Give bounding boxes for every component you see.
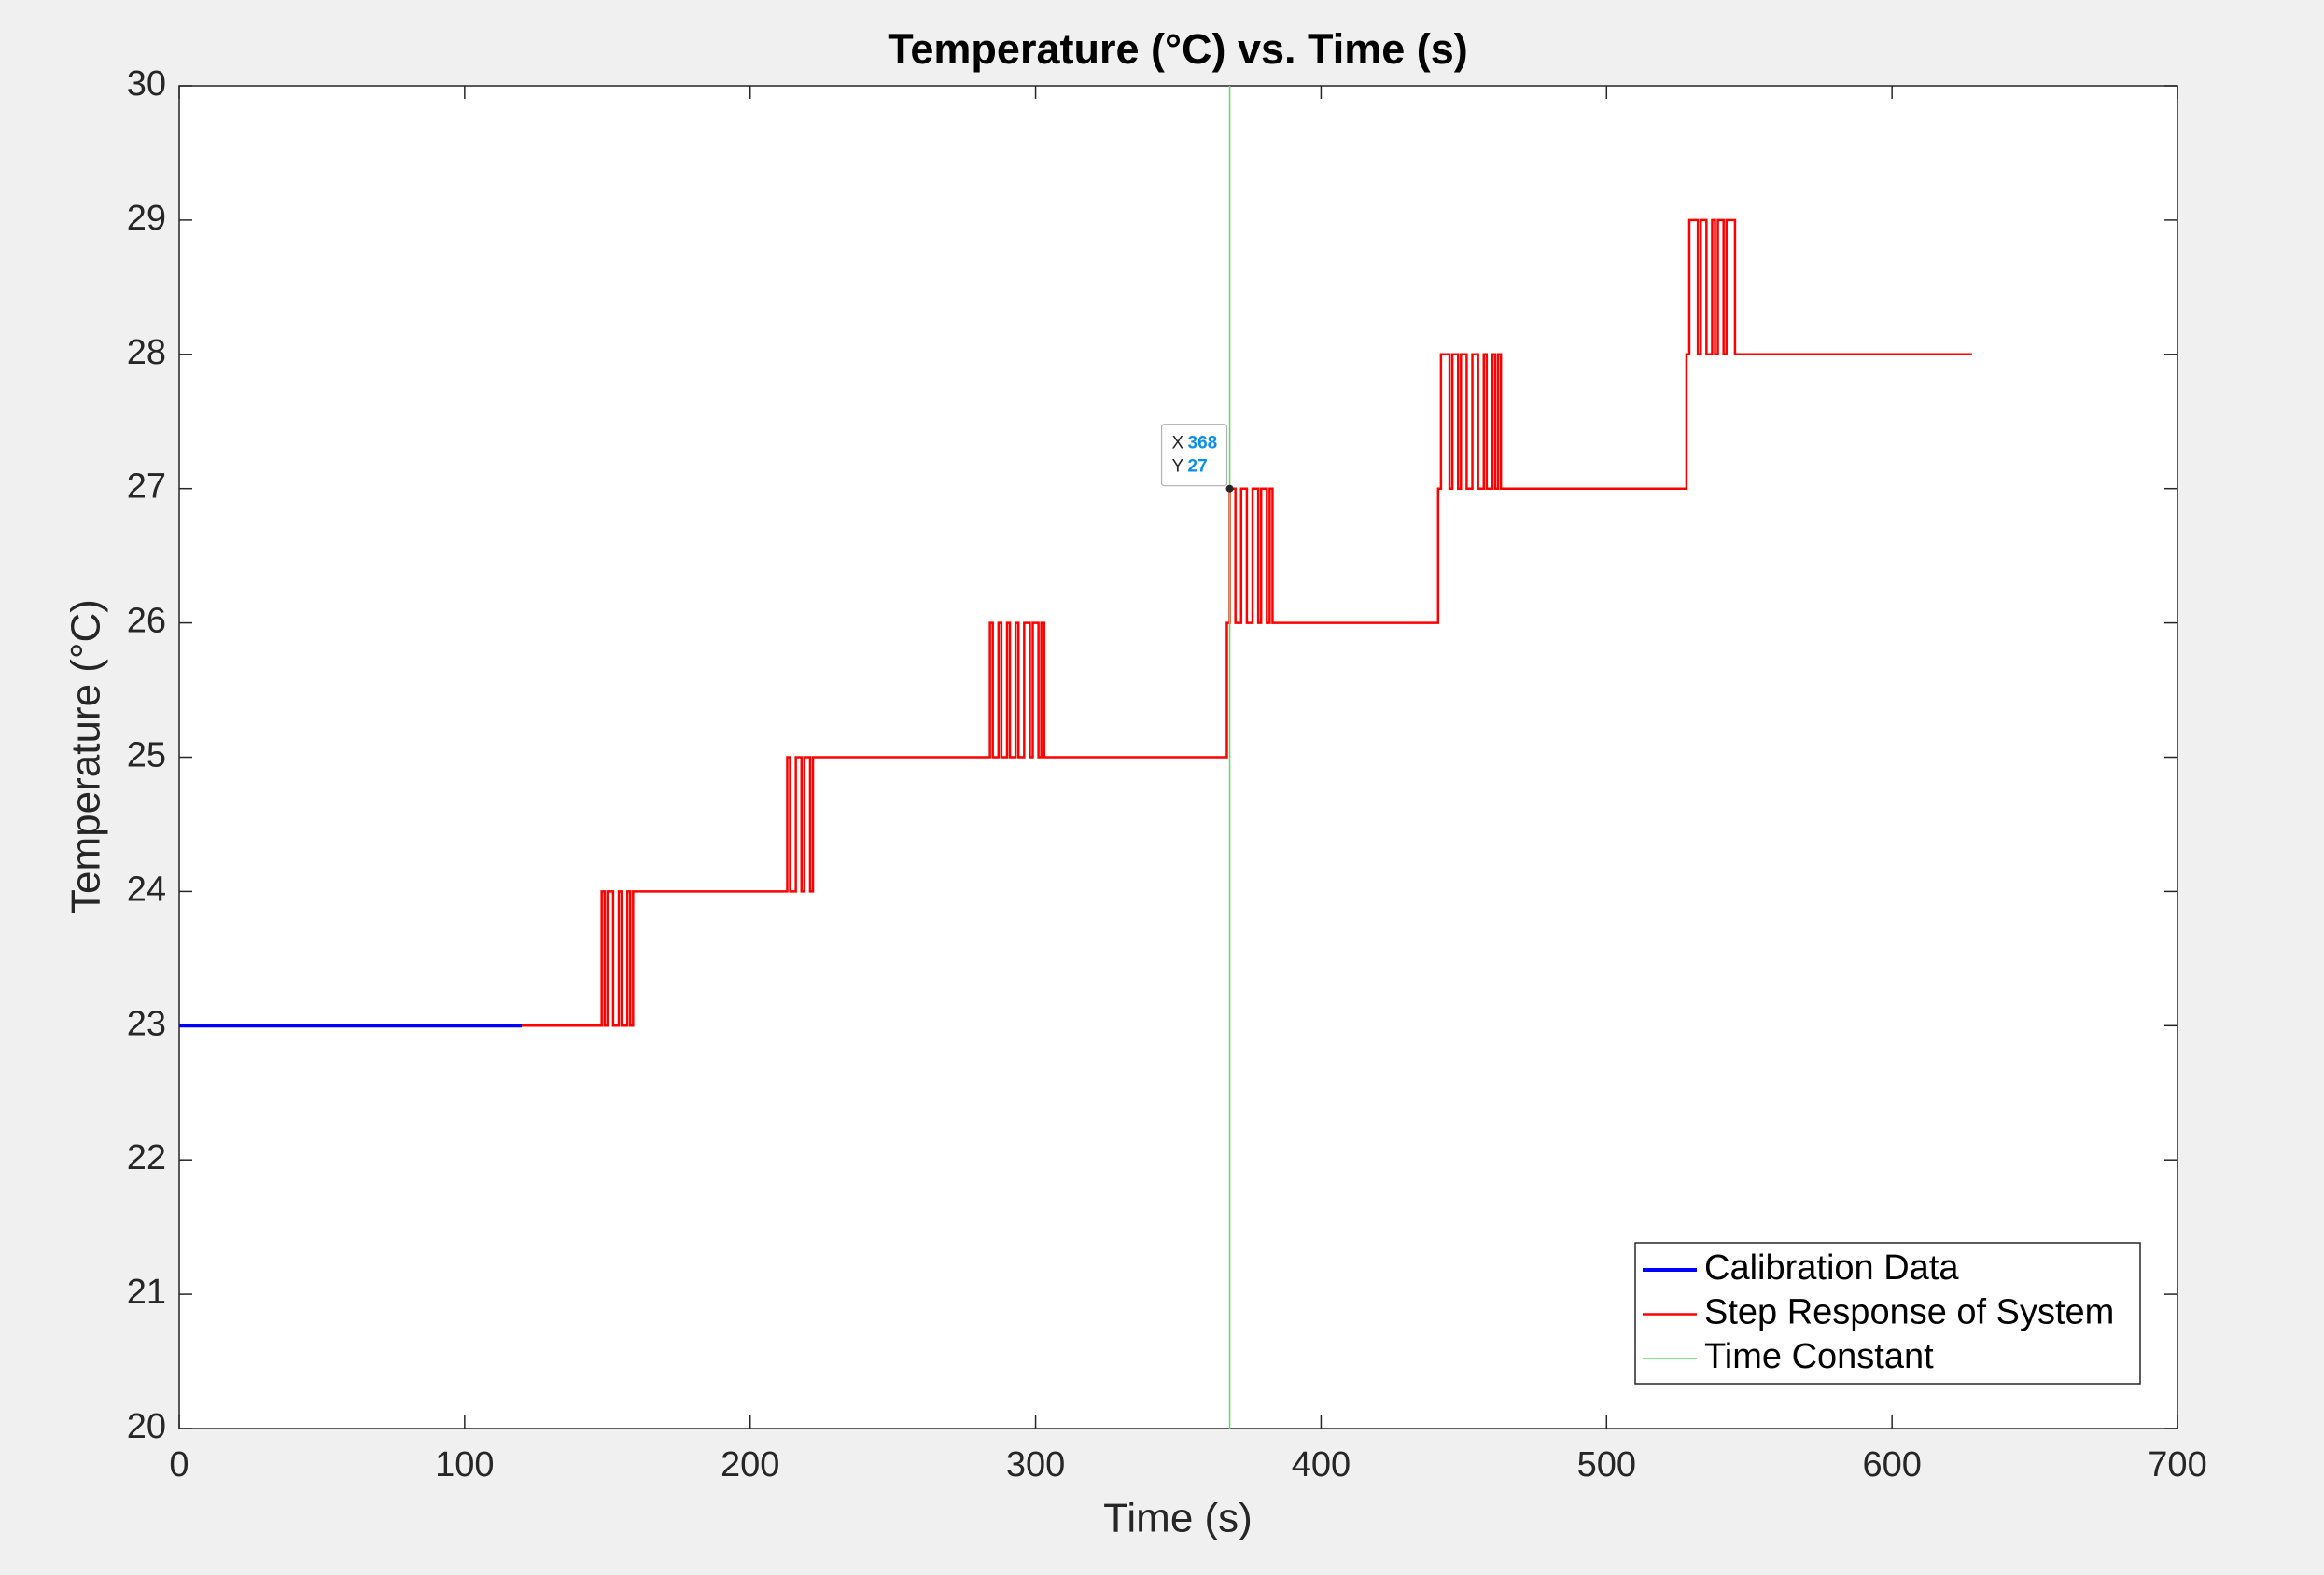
- y-tick-label: 30: [127, 64, 166, 104]
- y-axis-label: Temperature (°C): [63, 599, 109, 914]
- x-tick-label: 400: [1292, 1445, 1351, 1484]
- y-tick-label: 28: [127, 333, 166, 372]
- y-tick-label: 25: [127, 736, 166, 775]
- datatip-point: [1225, 484, 1234, 493]
- x-tick-label: 100: [435, 1445, 494, 1484]
- x-tick-label: 500: [1577, 1445, 1636, 1484]
- x-tick-label: 600: [1862, 1445, 1921, 1484]
- y-tick-label: 22: [127, 1138, 166, 1178]
- legend-box: [1634, 1242, 2141, 1385]
- legend-label: Step Response of System: [1704, 1293, 2114, 1332]
- x-axis-label: Time (s): [1103, 1496, 1253, 1541]
- x-tick-label: 200: [721, 1445, 779, 1484]
- x-tick-label: 700: [2148, 1445, 2206, 1484]
- datatip-y-value: 27: [1188, 457, 1208, 477]
- datatip-y-label: Y: [1172, 457, 1184, 477]
- y-tick-label: 27: [127, 467, 166, 507]
- datatip-x-value: 368: [1188, 434, 1218, 453]
- datatip-box: [1160, 424, 1228, 487]
- x-tick-label: 0: [169, 1445, 189, 1484]
- legend-label: Time Constant: [1704, 1337, 1934, 1376]
- legend-label: Calibration Data: [1704, 1248, 1959, 1288]
- y-tick-label: 20: [127, 1407, 166, 1446]
- y-tick-label: 29: [127, 199, 166, 238]
- x-tick-label: 300: [1006, 1445, 1065, 1484]
- series-line: [522, 218, 1972, 1027]
- y-tick-label: 24: [127, 870, 166, 909]
- y-tick-label: 21: [127, 1273, 166, 1312]
- chart-title: Temperature (°C) vs. Time (s): [888, 25, 1468, 73]
- datatip-x-label: X: [1172, 434, 1184, 453]
- y-tick-label: 23: [127, 1004, 166, 1043]
- y-tick-label: 26: [127, 602, 166, 641]
